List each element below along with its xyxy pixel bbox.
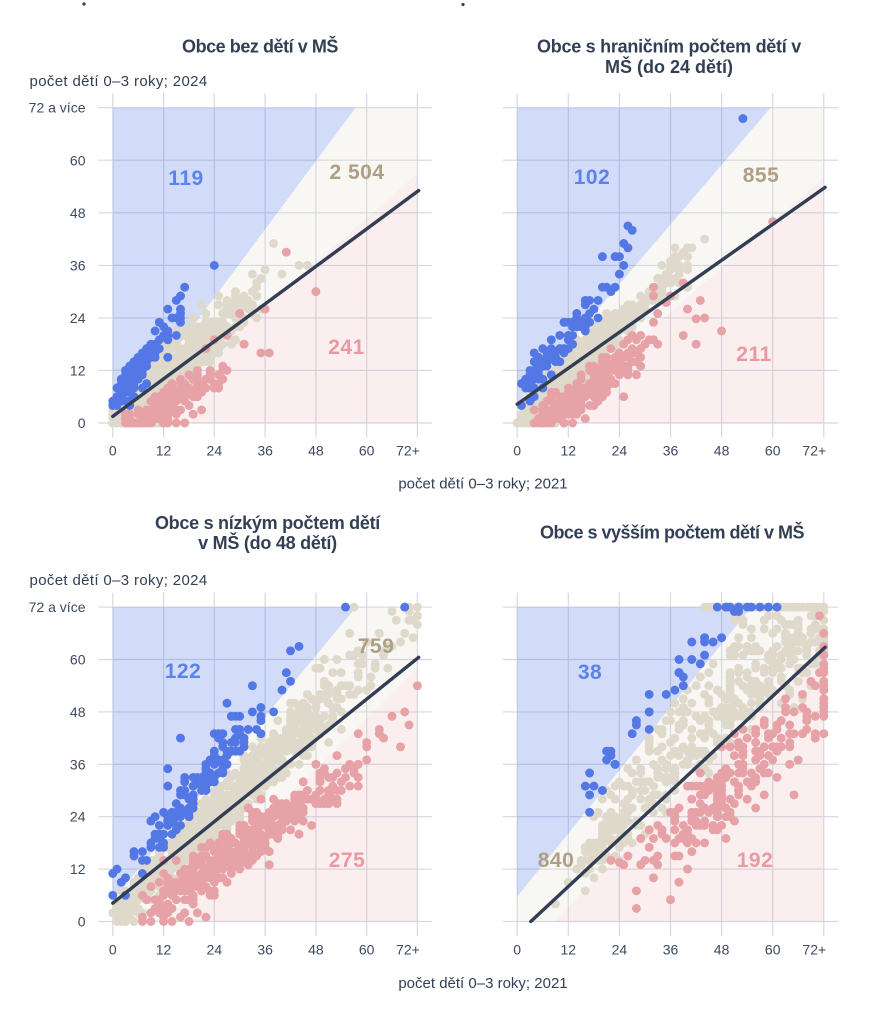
svg-text:24: 24 xyxy=(70,310,86,326)
svg-text:48: 48 xyxy=(714,443,730,459)
svg-text:60: 60 xyxy=(359,443,375,459)
svg-text:48: 48 xyxy=(70,205,86,221)
svg-text:24: 24 xyxy=(612,443,628,459)
svg-text:24: 24 xyxy=(207,942,223,958)
svg-text:72+: 72+ xyxy=(802,942,826,958)
svg-text:0: 0 xyxy=(513,942,521,958)
svg-text:Obce s vyšším počtem dětí v MŠ: Obce s vyšším počtem dětí v MŠ xyxy=(540,522,805,543)
svg-text:0: 0 xyxy=(78,914,86,930)
svg-text:119: 119 xyxy=(168,167,203,190)
svg-text:0: 0 xyxy=(513,443,521,459)
svg-text:60: 60 xyxy=(70,652,86,668)
svg-text:počet dětí 0–3 roky; 2021: počet dětí 0–3 roky; 2021 xyxy=(398,476,567,493)
svg-text:Obce bez dětí v MŠ: Obce bez dětí v MŠ xyxy=(182,35,338,56)
svg-text:12: 12 xyxy=(70,362,86,378)
svg-text:48: 48 xyxy=(308,443,324,459)
svg-text:2 504: 2 504 xyxy=(329,161,384,184)
svg-text:122: 122 xyxy=(165,660,202,683)
svg-text:38: 38 xyxy=(578,661,602,684)
svg-text:36: 36 xyxy=(663,942,679,958)
svg-text:0: 0 xyxy=(78,415,86,431)
svg-text:24: 24 xyxy=(70,809,86,825)
svg-text:12: 12 xyxy=(561,443,577,459)
svg-text:192: 192 xyxy=(737,849,774,872)
svg-text:72+: 72+ xyxy=(396,443,420,459)
svg-text:72+: 72+ xyxy=(802,443,826,459)
svg-text:60: 60 xyxy=(359,942,375,958)
svg-text:72+: 72+ xyxy=(396,942,420,958)
svg-text:840: 840 xyxy=(538,849,575,872)
svg-text:MŠ (do 24 dětí): MŠ (do 24 dětí) xyxy=(605,56,733,77)
svg-text:36: 36 xyxy=(257,942,273,958)
svg-text:12: 12 xyxy=(156,942,172,958)
svg-text:0: 0 xyxy=(109,942,117,958)
svg-text:759: 759 xyxy=(358,635,395,658)
svg-text:102: 102 xyxy=(574,166,611,189)
svg-text:855: 855 xyxy=(743,164,780,187)
svg-text:36: 36 xyxy=(70,756,86,772)
svg-text:24: 24 xyxy=(207,443,223,459)
svg-text:48: 48 xyxy=(70,704,86,720)
svg-text:Obce s hraničním počtem dětí v: Obce s hraničním počtem dětí v xyxy=(537,36,801,56)
svg-text:počet dětí 0–3 roky; 2024: počet dětí 0–3 roky; 2024 xyxy=(30,73,208,90)
svg-text:72 a více: 72 a více xyxy=(29,599,86,615)
svg-text:12: 12 xyxy=(561,942,577,958)
svg-text:v MŠ (do 48 dětí): v MŠ (do 48 dětí) xyxy=(198,532,337,553)
svg-text:60: 60 xyxy=(765,942,781,958)
svg-text:48: 48 xyxy=(714,942,730,958)
svg-text:0: 0 xyxy=(109,443,117,459)
svg-text:48: 48 xyxy=(308,942,324,958)
svg-text:36: 36 xyxy=(257,443,273,459)
svg-text:241: 241 xyxy=(328,336,365,359)
svg-text:počet dětí 0–3 roky; 2024: počet dětí 0–3 roky; 2024 xyxy=(30,572,208,589)
svg-text:211: 211 xyxy=(736,343,771,366)
svg-text:60: 60 xyxy=(70,152,86,168)
svg-text:12: 12 xyxy=(156,443,172,459)
svg-text:72 a více: 72 a více xyxy=(29,100,86,116)
svg-text:Obce s nízkým počtem dětí: Obce s nízkým počtem dětí xyxy=(155,513,381,533)
svg-text:24: 24 xyxy=(612,942,628,958)
svg-text:36: 36 xyxy=(70,257,86,273)
svg-text:60: 60 xyxy=(765,443,781,459)
svg-text:12: 12 xyxy=(70,861,86,877)
svg-text:275: 275 xyxy=(329,849,366,872)
svg-text:36: 36 xyxy=(663,443,679,459)
svg-text:počet dětí 0–3 roky; 2021: počet dětí 0–3 roky; 2021 xyxy=(398,975,567,992)
